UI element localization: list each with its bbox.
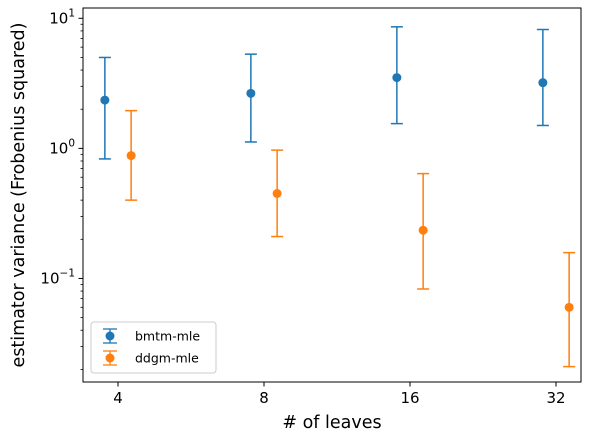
legend-label: ddgm-mle xyxy=(135,351,199,366)
plot-frame xyxy=(82,7,582,383)
chart-marks xyxy=(98,26,576,368)
data-point xyxy=(538,78,548,88)
legend-box xyxy=(90,321,217,374)
data-point xyxy=(418,225,428,235)
legend: bmtm-mle ddgm-mle xyxy=(90,321,217,374)
x-tick-label: 4 xyxy=(113,389,123,407)
y-tick-label: 10−1 xyxy=(40,267,75,287)
data-point xyxy=(272,188,282,198)
data-point xyxy=(564,302,574,312)
y-tick-label: 101 xyxy=(49,7,75,27)
legend-marker xyxy=(105,353,115,363)
x-tick-label: 8 xyxy=(259,389,269,407)
legend-entry-ddgm-mle: ddgm-mle xyxy=(103,350,199,366)
legend-label: bmtm-mle xyxy=(135,329,200,344)
y-axis-label: estimator variance (Frobenius squared) xyxy=(9,23,29,368)
series-bmtm-mle xyxy=(98,26,549,160)
x-axis-label: # of leaves xyxy=(282,413,381,433)
series-ddgm-mle xyxy=(125,109,576,368)
x-tick-label: 32 xyxy=(546,389,565,407)
data-point xyxy=(246,88,256,98)
chart-axes: 4 8 16 32 101 100 10−1 # of leaves estimator var… xyxy=(9,7,582,433)
legend-marker xyxy=(105,331,115,341)
legend-entry-bmtm-mle: bmtm-mle xyxy=(103,328,200,344)
x-tick-label: 16 xyxy=(400,389,419,407)
data-point xyxy=(100,95,110,105)
data-point xyxy=(392,73,402,83)
data-point xyxy=(126,151,136,161)
y-tick-label: 100 xyxy=(49,137,75,157)
